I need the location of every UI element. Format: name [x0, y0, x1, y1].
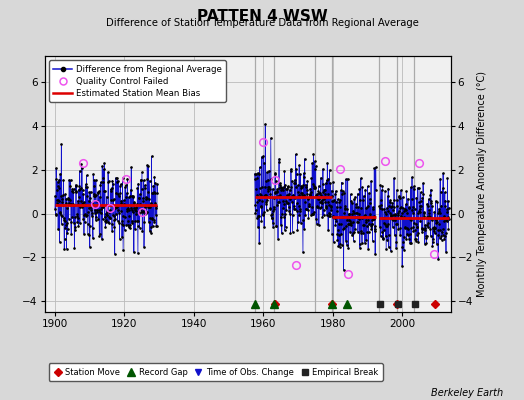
Text: Difference of Station Temperature Data from Regional Average: Difference of Station Temperature Data f…: [105, 18, 419, 28]
Text: PATTEN 4 WSW: PATTEN 4 WSW: [196, 9, 328, 24]
Y-axis label: Monthly Temperature Anomaly Difference (°C): Monthly Temperature Anomaly Difference (…: [477, 71, 487, 297]
Text: Berkeley Earth: Berkeley Earth: [431, 388, 503, 398]
Legend: Station Move, Record Gap, Time of Obs. Change, Empirical Break: Station Move, Record Gap, Time of Obs. C…: [49, 364, 383, 381]
